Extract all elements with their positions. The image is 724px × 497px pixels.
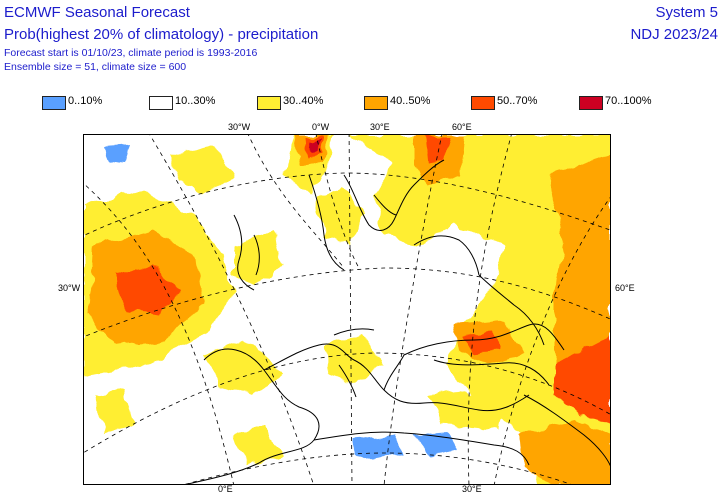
bottom-lon-label-30e: 30°E <box>462 484 482 494</box>
probability-region <box>114 265 179 315</box>
top-lon-label-0w: 0°W <box>312 122 330 132</box>
probability-region <box>519 420 610 484</box>
coastlines <box>185 159 610 484</box>
legend-swatch <box>579 96 603 110</box>
legend-swatch <box>257 96 281 110</box>
prob-50-70-areas <box>114 137 610 425</box>
map-subtitle: Prob(highest 20% of climatology) - preci… <box>4 26 319 43</box>
probability-region <box>414 433 459 455</box>
ensemble-size-info: Ensemble size = 51, climate size = 600 <box>4 61 187 73</box>
probability-region <box>349 135 610 484</box>
probability-region <box>424 137 449 163</box>
top-lon-label-30e: 30°E <box>370 122 390 132</box>
left-lon-label-30w: 30°W <box>58 283 81 293</box>
probability-region <box>204 340 284 395</box>
probability-region <box>169 145 234 195</box>
probability-region <box>554 336 610 425</box>
prob-0-10-areas <box>104 145 459 460</box>
top-lon-label-30w: 30°W <box>228 122 251 132</box>
system-label: System 5 <box>655 4 718 21</box>
graticule <box>84 135 610 484</box>
legend-label: 70..100% <box>605 95 652 107</box>
legend-swatch <box>471 96 495 110</box>
probability-legend: 0..10% 10..30% 30..40% 40..50% 50..70% 7… <box>0 95 724 110</box>
legend-label: 10..30% <box>175 95 216 107</box>
bottom-lon-label-0e: 0°E <box>218 484 233 494</box>
probability-region <box>429 390 504 430</box>
legend-label: 40..50% <box>390 95 431 107</box>
legend-swatch <box>364 96 388 110</box>
legend-label: 50..70% <box>497 95 538 107</box>
top-lon-label-60e: 60°E <box>452 122 472 132</box>
probability-region <box>94 390 134 435</box>
legend-swatch <box>42 96 66 110</box>
probability-map <box>83 134 611 485</box>
probability-region <box>234 425 284 465</box>
legend-swatch <box>149 96 173 110</box>
right-lon-label-60e: 60°E <box>615 283 635 293</box>
probability-region <box>314 185 364 245</box>
legend-label: 0..10% <box>68 95 103 107</box>
forecast-start-info: Forecast start is 01/10/23, climate peri… <box>4 47 258 59</box>
season-period-label: NDJ 2023/24 <box>630 26 718 43</box>
probability-region <box>354 435 404 460</box>
map-title: ECMWF Seasonal Forecast <box>4 4 190 21</box>
legend-label: 30..40% <box>283 95 324 107</box>
probability-region <box>104 145 129 163</box>
map-svg <box>84 135 610 484</box>
